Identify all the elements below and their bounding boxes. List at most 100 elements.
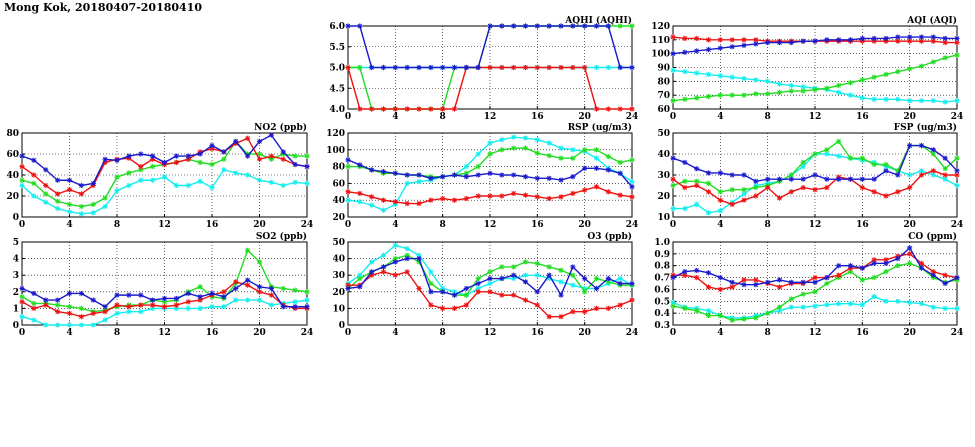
data-point-green (31, 300, 37, 307)
data-point-blue (292, 304, 298, 310)
data-point-green (741, 316, 747, 322)
data-point-blue (788, 176, 794, 182)
data-point-cyan (392, 242, 398, 248)
data-point-green (942, 166, 948, 172)
data-point-blue (43, 167, 49, 173)
data-point-green (522, 259, 529, 265)
data-point-red (369, 106, 375, 112)
x-tick-label: 16 (856, 112, 869, 122)
data-point-red (605, 189, 611, 195)
y-tick-label: 1 (13, 304, 19, 314)
y-tick-label: 0 (13, 321, 19, 331)
data-point-red (463, 302, 469, 308)
data-point-green (511, 264, 517, 270)
data-point-cyan (280, 182, 286, 189)
data-point-cyan (66, 322, 73, 328)
data-point-cyan (800, 164, 806, 170)
data-point-blue (197, 151, 203, 157)
data-point-cyan (593, 155, 600, 161)
data-point-red (682, 185, 688, 191)
data-point-cyan (670, 206, 676, 212)
data-point-cyan (369, 202, 375, 208)
data-point-blue (682, 269, 688, 275)
data-point-red (345, 189, 351, 195)
y-tick-label: 5.0 (329, 64, 345, 74)
data-point-cyan (114, 188, 120, 194)
data-point-cyan (55, 206, 61, 212)
data-point-red (150, 302, 156, 308)
data-point-blue (534, 289, 540, 295)
data-point-blue (78, 182, 84, 189)
data-point-blue (487, 23, 493, 29)
data-point-red (511, 292, 517, 298)
data-point-green (883, 71, 889, 78)
data-point-blue (847, 263, 854, 269)
data-point-green (705, 93, 712, 100)
chart-fsp: 0 4 8 12 16 20 24 10 20 30 40 50 FSP (ug/m3) (657, 122, 963, 230)
x-tick-label: 20 (903, 220, 916, 230)
data-point-cyan (185, 182, 191, 189)
data-point-green (800, 159, 806, 165)
data-point-green (78, 203, 84, 210)
data-point-blue (895, 256, 901, 262)
data-point-blue (694, 267, 700, 274)
y-tick-label: 0.4 (654, 309, 670, 319)
data-point-cyan (102, 203, 108, 210)
data-point-green (582, 289, 588, 295)
data-point-red (942, 272, 948, 278)
data-point-cyan (836, 153, 842, 159)
data-point-blue (221, 149, 227, 155)
y-tick-label: 1.0 (654, 238, 670, 248)
data-point-cyan (682, 69, 688, 75)
y-tick-label: 30 (332, 271, 345, 281)
series-group (19, 247, 310, 328)
x-tick-label: 12 (484, 220, 497, 230)
y-tick-label: 60 (6, 150, 19, 160)
data-point-blue (871, 260, 877, 266)
data-point-blue (404, 64, 410, 71)
y-tick-label: 0.3 (654, 321, 670, 331)
data-point-red (570, 309, 576, 315)
data-point-green (197, 284, 203, 290)
data-point-cyan (954, 305, 960, 311)
data-point-green (836, 82, 842, 89)
data-point-blue (440, 174, 446, 180)
data-point-blue (859, 265, 865, 271)
data-point-cyan (534, 137, 540, 143)
data-point-red (617, 192, 623, 198)
data-point-blue (475, 172, 481, 178)
data-point-blue (233, 285, 239, 292)
data-point-red (268, 153, 274, 159)
data-point-red (78, 314, 84, 320)
data-point-red (705, 37, 712, 43)
data-point-red (593, 305, 600, 311)
data-point-blue (558, 23, 564, 29)
chart-title: SO2 (ppb) (256, 231, 307, 242)
data-point-red (19, 164, 25, 170)
data-point-red (392, 199, 398, 205)
data-point-green (694, 308, 700, 314)
data-point-blue (812, 38, 818, 44)
data-point-blue (824, 274, 830, 281)
data-point-green (765, 310, 771, 316)
data-point-green (776, 89, 783, 95)
data-point-blue (694, 166, 700, 172)
data-point-red (930, 269, 936, 275)
y-tick-label: 0 (339, 321, 345, 331)
data-point-red (593, 106, 600, 112)
data-point-blue (126, 153, 132, 159)
data-point-red (694, 274, 700, 281)
data-point-cyan (102, 317, 108, 323)
chart-o3: 0 4 8 12 16 20 24 0 10 20 30 40 50 O3 (ppb) (332, 231, 638, 338)
data-point-green (859, 77, 865, 83)
data-point-cyan (765, 78, 771, 84)
data-point-blue (440, 289, 446, 295)
y-tick-label: 70 (657, 91, 670, 101)
data-point-cyan (185, 305, 191, 311)
data-point-cyan (930, 304, 936, 310)
data-point-cyan (670, 67, 676, 73)
data-point-blue (487, 275, 493, 282)
data-point-blue (765, 176, 771, 182)
data-point-red (221, 289, 227, 295)
y-tick-label: 50 (657, 129, 670, 139)
